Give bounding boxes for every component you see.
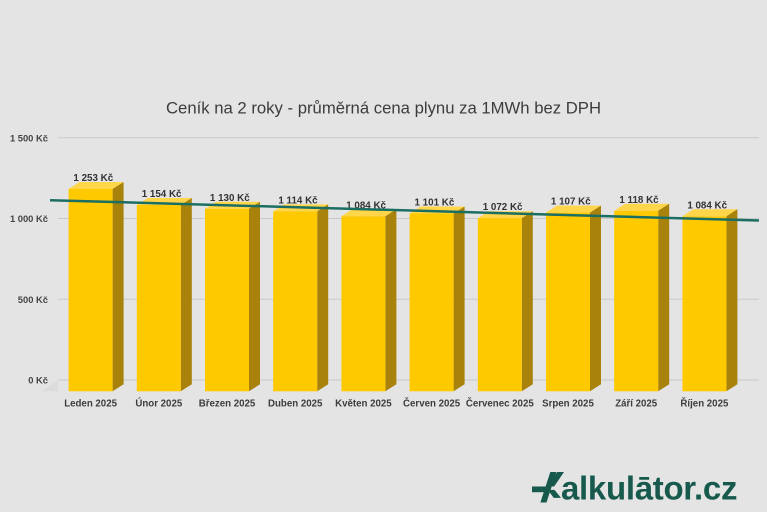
svg-text:1 101 Kč: 1 101 Kč (415, 198, 455, 209)
svg-text:Leden 2025: Leden 2025 (64, 399, 117, 410)
svg-text:1 130 Kč: 1 130 Kč (210, 193, 250, 204)
svg-text:1 107 Kč: 1 107 Kč (551, 197, 591, 208)
svg-text:1 500 Kč: 1 500 Kč (10, 132, 48, 143)
svg-text:1 253 Kč: 1 253 Kč (73, 173, 113, 184)
svg-text:Březen 2025: Březen 2025 (199, 399, 256, 410)
svg-text:Květen 2025: Květen 2025 (335, 399, 392, 410)
svg-text:Únor 2025: Únor 2025 (135, 398, 182, 410)
svg-text:1 154 Kč: 1 154 Kč (142, 189, 182, 200)
svg-text:Říjen 2025: Říjen 2025 (680, 398, 729, 410)
svg-text:Srpen 2025: Srpen 2025 (542, 399, 594, 410)
svg-text:Červen 2025: Červen 2025 (403, 398, 461, 410)
svg-text:alkulātor.cz: alkulātor.cz (561, 470, 737, 507)
svg-text:Září 2025: Září 2025 (615, 399, 658, 410)
svg-text:Červenec 2025: Červenec 2025 (466, 398, 534, 410)
svg-text:500 Kč: 500 Kč (18, 294, 48, 305)
svg-text:1 114 Kč: 1 114 Kč (278, 195, 318, 206)
svg-text:1 000 Kč: 1 000 Kč (10, 213, 48, 224)
svg-text:Duben 2025: Duben 2025 (268, 399, 323, 410)
svg-text:Ceník na 2 roky - průměrná cen: Ceník na 2 roky - průměrná cena plynu za… (166, 99, 601, 118)
svg-text:1 118 Kč: 1 118 Kč (619, 195, 659, 206)
svg-text:0 Kč: 0 Kč (28, 375, 48, 386)
svg-text:1 084 Kč: 1 084 Kč (687, 200, 727, 211)
